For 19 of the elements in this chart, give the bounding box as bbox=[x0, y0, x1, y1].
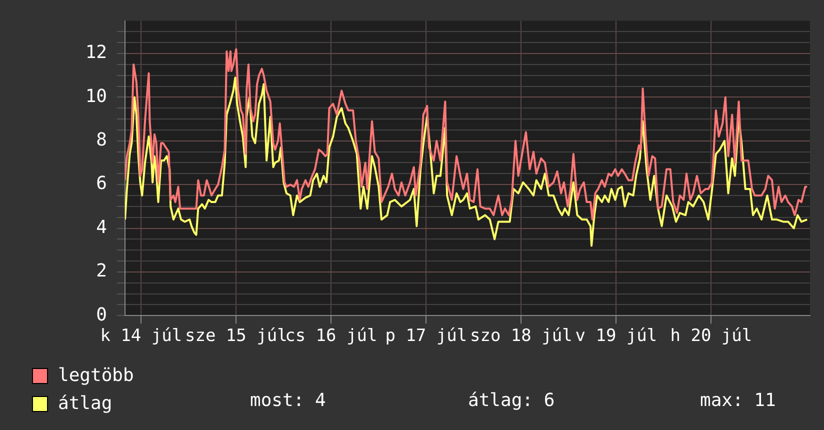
y-tick-label: 2 bbox=[96, 260, 107, 282]
y-tick-label: 10 bbox=[85, 86, 107, 107]
x-tick-label: p 17 júl bbox=[385, 326, 468, 346]
legend-label: legtöbb bbox=[58, 364, 134, 388]
x-tick-label: cs 16 júl bbox=[285, 326, 378, 346]
x-tick-label: v 19 júl bbox=[575, 326, 658, 346]
x-tick-label: sze 15 júl bbox=[184, 326, 288, 346]
x-tick-label: szo 18 júl bbox=[470, 326, 572, 346]
text: most: 4 bbox=[250, 390, 326, 411]
y-tick-label: 12 bbox=[85, 42, 107, 64]
y-tick-label: 6 bbox=[96, 173, 107, 194]
text: max: 11 bbox=[700, 390, 776, 411]
y-tick-label: 0 bbox=[96, 304, 107, 326]
y-tick-label: 4 bbox=[96, 216, 107, 238]
x-tick-label: h 20 júl bbox=[670, 326, 752, 346]
x-tick-label: k 14 júl bbox=[100, 326, 182, 346]
text: átlag: 6 bbox=[468, 390, 555, 411]
legend-label: átlag bbox=[58, 392, 112, 416]
y-tick-label: 8 bbox=[96, 130, 107, 151]
